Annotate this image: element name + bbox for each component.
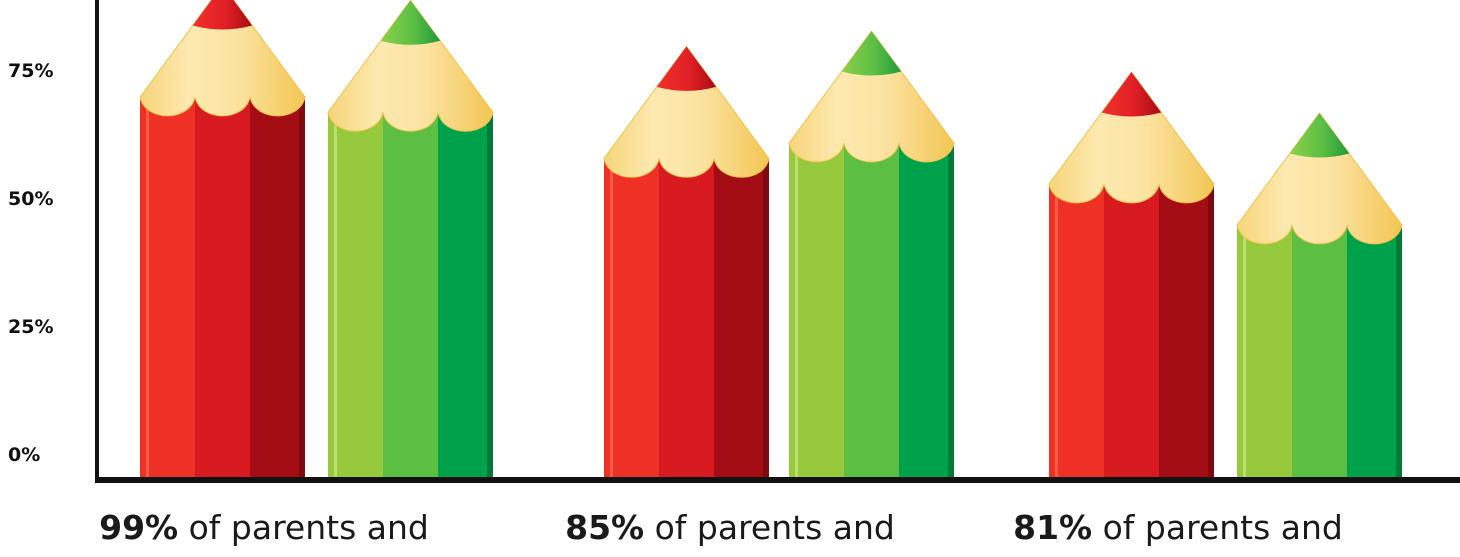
pencil-body-middle <box>195 97 251 479</box>
pencil-highlight <box>334 118 337 478</box>
caption-3-value: 81% <box>1013 508 1093 547</box>
pencil-bar <box>327 0 494 478</box>
pencil-body-left <box>1049 184 1105 478</box>
pencil-bar <box>603 45 770 478</box>
y-tick-label: 50% <box>8 188 53 210</box>
pencil-body-edge <box>763 158 769 478</box>
pencil-body-middle <box>659 158 715 478</box>
pencil-body-right <box>250 97 305 479</box>
pencil-wood-cone <box>139 0 306 117</box>
pencil-wood-cone <box>788 30 955 163</box>
y-tick-label: 75% <box>8 60 53 82</box>
y-tick-label: 25% <box>8 316 53 338</box>
pencil-lead-tip <box>1289 113 1350 158</box>
y-axis-layer: 0% 25% 50% 75% <box>8 60 53 466</box>
pencil-body-edge <box>299 97 305 479</box>
pencil-body-right <box>1159 184 1214 478</box>
pencil-body-middle <box>844 143 900 478</box>
pencil-body-middle <box>1292 225 1348 478</box>
pencil-lead-tip <box>192 0 253 30</box>
pencil-body-edge <box>948 143 954 478</box>
caption-1-value: 99% <box>99 508 179 547</box>
pencil-body-edge <box>487 112 493 478</box>
caption-1-text: of parents and <box>178 508 429 547</box>
pencil-body-edge <box>1208 184 1214 478</box>
pencil-highlight <box>146 103 149 479</box>
pencil-highlight <box>1055 190 1058 478</box>
pencil-body-right <box>438 112 493 478</box>
caption-2: 85% of parents and <box>550 508 910 547</box>
pencil-wood-cone <box>1236 112 1403 245</box>
caption-2-value: 85% <box>565 508 645 547</box>
pencil-bar <box>788 30 955 478</box>
y-tick-label: 0% <box>8 444 40 466</box>
pencil-lead-tip <box>1101 72 1162 117</box>
pencil-highlight <box>795 149 798 478</box>
pencil-lead-tip <box>656 46 717 91</box>
pencil-body-middle <box>383 112 439 478</box>
pencil-wood-cone <box>603 45 770 178</box>
pencil-bar <box>1048 71 1215 478</box>
pencil-body-left <box>328 112 384 478</box>
pencil-body-left <box>140 97 196 479</box>
pencil-body-middle <box>1104 184 1160 478</box>
pencil-wood-cone <box>327 0 494 132</box>
pencil-bar <box>1236 112 1403 478</box>
caption-3: 81% of parents and <box>998 508 1358 547</box>
pencil-lead-tip <box>841 31 902 76</box>
caption-2-text: of parents and <box>644 508 895 547</box>
pencil-highlight <box>1243 231 1246 478</box>
pencil-wood-cone <box>1048 71 1215 204</box>
pencil-body-right <box>1347 225 1402 478</box>
pencil-body-right <box>899 143 954 478</box>
pencil-body-left <box>789 143 845 478</box>
pencil-body-edge <box>1396 225 1402 478</box>
pencil-body-left <box>604 158 660 478</box>
pencil-lead-tip <box>380 0 441 45</box>
pencil-body-left <box>1237 225 1293 478</box>
caption-3-text: of parents and <box>1092 508 1343 547</box>
pencil-layer <box>139 0 1403 479</box>
pencil-bar <box>139 0 306 479</box>
pencil-highlight <box>610 164 613 478</box>
caption-1: 99% of parents and <box>84 508 444 547</box>
pencil-body-right <box>714 158 769 478</box>
